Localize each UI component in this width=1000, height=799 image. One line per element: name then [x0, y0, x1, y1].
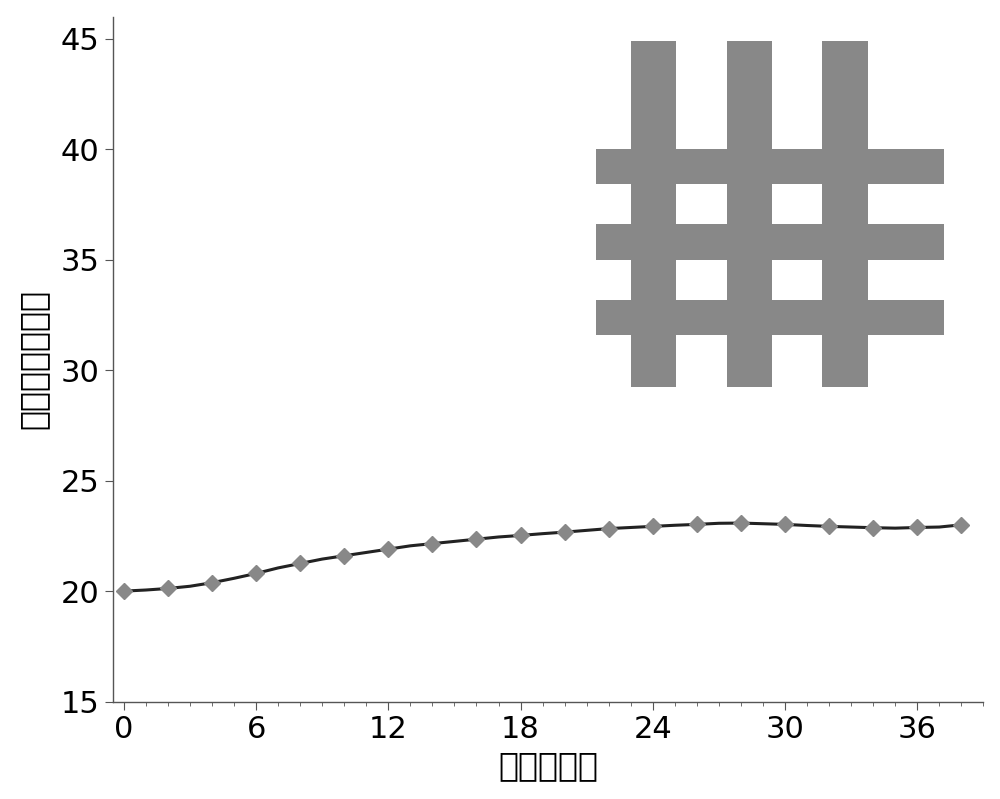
- Bar: [631, 41, 676, 387]
- Bar: [822, 41, 868, 387]
- Bar: [596, 225, 944, 260]
- X-axis label: 时间（秒）: 时间（秒）: [498, 749, 598, 782]
- Y-axis label: 温度（摄氏度）: 温度（摄氏度）: [17, 289, 50, 429]
- Bar: [727, 41, 772, 387]
- Bar: [596, 300, 944, 335]
- Bar: [596, 149, 944, 185]
